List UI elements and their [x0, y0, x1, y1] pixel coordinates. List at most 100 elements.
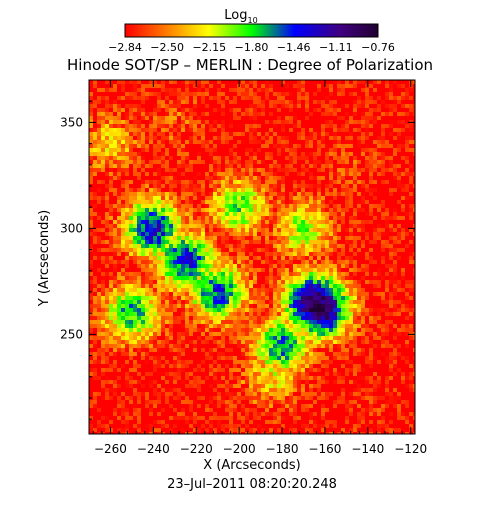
- heatmap-cell: [109, 244, 113, 248]
- heatmap-cell: [313, 160, 317, 164]
- heatmap-cell: [173, 180, 177, 184]
- heatmap-cell: [269, 140, 273, 144]
- heatmap-cell: [293, 244, 297, 248]
- heatmap-cell: [197, 120, 201, 124]
- heatmap-cell: [113, 152, 117, 156]
- heatmap-cell: [173, 268, 177, 272]
- heatmap-cell: [93, 296, 97, 300]
- heatmap-cell: [249, 140, 253, 144]
- heatmap-cell: [157, 316, 161, 320]
- heatmap-cell: [213, 216, 217, 220]
- heatmap-cell: [213, 116, 217, 120]
- heatmap-cell: [413, 220, 415, 224]
- heatmap-cell: [177, 224, 181, 228]
- heatmap-cell: [225, 180, 229, 184]
- heatmap-cell: [325, 120, 329, 124]
- heatmap-cell: [405, 124, 409, 128]
- heatmap-cell: [393, 200, 397, 204]
- heatmap-cell: [249, 128, 253, 132]
- heatmap-cell: [253, 92, 257, 96]
- heatmap-cell: [341, 272, 345, 276]
- heatmap-cell: [125, 248, 129, 252]
- heatmap-cell: [169, 288, 173, 292]
- heatmap-cell: [281, 196, 285, 200]
- heatmap-cell: [401, 228, 405, 232]
- heatmap-cell: [337, 96, 341, 100]
- heatmap-cell: [209, 292, 213, 296]
- heatmap-cell: [225, 192, 229, 196]
- heatmap-cell: [201, 304, 205, 308]
- heatmap-cell: [93, 220, 97, 224]
- heatmap-cell: [93, 124, 97, 128]
- heatmap-cell: [97, 120, 101, 124]
- heatmap-cell: [89, 124, 93, 128]
- heatmap-cell: [285, 268, 289, 272]
- heatmap-cell: [241, 300, 245, 304]
- heatmap-cell: [109, 196, 113, 200]
- heatmap-cell: [305, 192, 309, 196]
- heatmap-cell: [205, 184, 209, 188]
- heatmap-cell: [289, 88, 293, 92]
- heatmap-cell: [385, 148, 389, 152]
- heatmap-cell: [185, 224, 189, 228]
- heatmap-cell: [241, 148, 245, 152]
- heatmap-cell: [137, 112, 141, 116]
- heatmap-cell: [257, 120, 261, 124]
- colorbar-tick-label: −1.80: [235, 41, 269, 54]
- heatmap-cell: [237, 156, 241, 160]
- heatmap-cell: [285, 104, 289, 108]
- heatmap-cell: [357, 184, 361, 188]
- heatmap-cell: [161, 116, 165, 120]
- heatmap-cell: [109, 140, 113, 144]
- heatmap-cell: [181, 216, 185, 220]
- heatmap-cell: [217, 248, 221, 252]
- heatmap-cell: [405, 308, 409, 312]
- heatmap-cell: [169, 316, 173, 320]
- heatmap-cell: [345, 124, 349, 128]
- heatmap-cell: [169, 128, 173, 132]
- heatmap-cell: [293, 288, 297, 292]
- heatmap-cell: [249, 148, 253, 152]
- heatmap-cell: [397, 80, 401, 84]
- heatmap-cell: [273, 140, 277, 144]
- heatmap-cell: [233, 308, 237, 312]
- heatmap-cell: [137, 184, 141, 188]
- heatmap-cell: [177, 144, 181, 148]
- heatmap-cell: [221, 308, 225, 312]
- heatmap-cell: [153, 136, 157, 140]
- heatmap-cell: [113, 188, 117, 192]
- heatmap-cell: [377, 80, 381, 84]
- heatmap-cell: [245, 92, 249, 96]
- heatmap-cell: [325, 268, 329, 272]
- heatmap-cell: [413, 304, 415, 308]
- heatmap-cell: [133, 292, 137, 296]
- heatmap-cell: [229, 168, 233, 172]
- heatmap-cell: [205, 188, 209, 192]
- heatmap-cell: [133, 212, 137, 216]
- heatmap-cell: [385, 132, 389, 136]
- heatmap-cell: [145, 252, 149, 256]
- heatmap-cell: [121, 304, 125, 308]
- heatmap-cell: [101, 316, 105, 320]
- heatmap-cell: [269, 200, 273, 204]
- heatmap-cell: [389, 316, 393, 320]
- heatmap-cell: [137, 220, 141, 224]
- heatmap-cell: [277, 196, 281, 200]
- heatmap-cell: [345, 308, 349, 312]
- heatmap-cell: [169, 240, 173, 244]
- heatmap-cell: [389, 200, 393, 204]
- heatmap-cell: [145, 220, 149, 224]
- heatmap-cell: [333, 204, 337, 208]
- heatmap-cell: [301, 316, 305, 320]
- heatmap-cell: [193, 208, 197, 212]
- heatmap-cell: [141, 232, 145, 236]
- heatmap-cell: [89, 84, 93, 88]
- heatmap-cell: [217, 292, 221, 296]
- heatmap-cell: [385, 180, 389, 184]
- heatmap-cell: [361, 168, 365, 172]
- heatmap-cell: [349, 96, 353, 100]
- heatmap-cell: [89, 280, 93, 284]
- heatmap-cell: [101, 264, 105, 268]
- heatmap-cell: [329, 180, 333, 184]
- heatmap-cell: [213, 176, 217, 180]
